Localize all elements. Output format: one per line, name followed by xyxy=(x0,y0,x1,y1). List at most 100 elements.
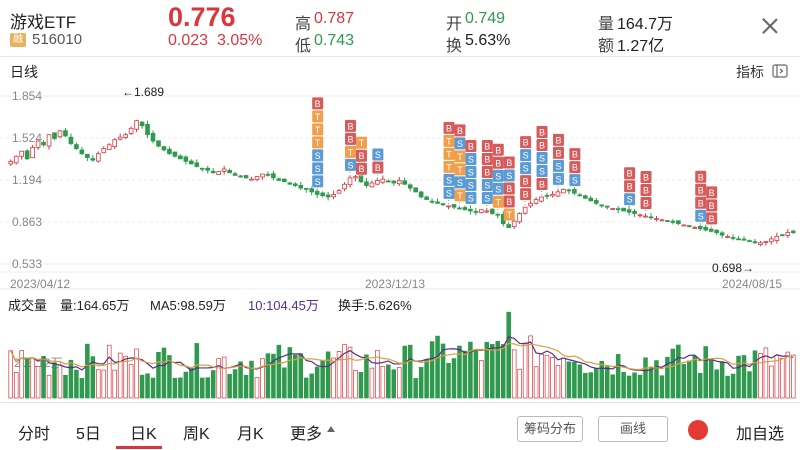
volume-bar xyxy=(189,367,194,399)
trade-marker-text: B xyxy=(375,163,381,173)
tab-weekly-k[interactable]: 周K xyxy=(183,426,210,443)
trade-marker-T xyxy=(454,189,466,202)
trade-marker-S xyxy=(465,165,477,178)
volume-bar xyxy=(440,343,446,399)
candle-body xyxy=(763,241,769,243)
candle-body xyxy=(13,155,19,164)
trade-marker-S xyxy=(443,186,455,199)
margin-badge: 融 xyxy=(10,33,26,47)
trade-marker-text: B xyxy=(555,148,561,158)
trade-marker-text: S xyxy=(457,139,463,149)
divider xyxy=(0,56,800,57)
trade-marker-text: B xyxy=(468,141,474,151)
volume-bar xyxy=(276,344,282,399)
candle-body xyxy=(243,175,249,179)
indicator-button[interactable]: 指标 xyxy=(736,64,764,80)
volume-bar xyxy=(687,360,692,399)
trade-marker-text: B xyxy=(506,158,512,168)
volume-bar xyxy=(511,349,517,399)
candle-body xyxy=(479,209,484,213)
trade-marker-text: B xyxy=(348,121,354,131)
trade-marker-T xyxy=(492,195,504,208)
high-label: 高 xyxy=(295,16,312,33)
trade-marker-B xyxy=(481,165,493,178)
trade-marker-B xyxy=(552,146,564,159)
trade-marker-text: S xyxy=(506,171,512,181)
chip-distribution-button[interactable]: 筹码分布 xyxy=(517,416,583,442)
draw-line-button[interactable]: 画线 xyxy=(598,416,668,442)
tab-5day[interactable]: 5日 xyxy=(76,426,101,443)
volume-bar xyxy=(128,364,134,399)
candle-body xyxy=(676,220,681,225)
trade-marker-B xyxy=(695,183,707,196)
candle-body xyxy=(769,238,774,243)
volume-bar xyxy=(659,375,665,399)
candle-body xyxy=(435,201,440,204)
trade-marker-S xyxy=(492,169,504,182)
add-watchlist-button[interactable]: 加自选 xyxy=(736,426,785,443)
trade-marker-text: S xyxy=(539,153,545,163)
tab-monthly-k[interactable]: 月K xyxy=(237,426,264,443)
volume-bar xyxy=(637,374,643,399)
volume-bar xyxy=(227,373,232,399)
candle-body xyxy=(298,184,304,189)
candle-body xyxy=(353,176,358,179)
trade-marker-B xyxy=(454,124,466,137)
volume-bar xyxy=(101,369,107,399)
candle-body xyxy=(8,160,14,165)
trade-marker-B xyxy=(481,139,493,152)
candle-body xyxy=(221,168,227,172)
trade-marker-text: S xyxy=(457,178,463,188)
trade-marker-B xyxy=(624,167,636,180)
trade-marker-B xyxy=(465,139,477,152)
low-label: 低 xyxy=(295,38,312,55)
candle-body xyxy=(386,180,391,183)
volume-bar xyxy=(479,359,484,399)
trade-marker-text: S xyxy=(446,188,452,198)
volume-bar xyxy=(41,356,46,399)
candle-body xyxy=(719,232,725,236)
trade-marker-text: T xyxy=(446,136,452,146)
trade-marker-text: B xyxy=(506,197,512,207)
trade-marker-text: B xyxy=(446,123,452,133)
volume-bar xyxy=(730,373,736,399)
volume-bar xyxy=(533,366,539,399)
candle-body xyxy=(703,226,709,231)
trade-marker-B xyxy=(443,121,455,134)
volume-bar xyxy=(468,341,473,399)
candle-body xyxy=(52,132,57,139)
turnover-value: 5.63% xyxy=(465,32,511,49)
volume-bar xyxy=(106,344,112,399)
volume-ma-lines xyxy=(10,336,794,372)
candle-body xyxy=(637,214,643,217)
candle-body xyxy=(736,238,741,241)
volume-bar xyxy=(697,373,703,399)
trade-marker-S xyxy=(624,193,636,206)
volume-bar xyxy=(293,354,298,399)
max-price-label: ←1.689 xyxy=(122,85,164,99)
trade-marker-text: T xyxy=(457,165,463,175)
volume-bar xyxy=(342,344,347,399)
trade-marker-text: S xyxy=(523,151,529,161)
candle-body xyxy=(85,153,90,158)
record-dot-icon[interactable] xyxy=(688,420,708,440)
trade-marker-text: S xyxy=(468,154,474,164)
kline-chart[interactable]: SSSTTTBSTBBBBTBSSSTTTBTSTTSBSSSSBSSBBBTS… xyxy=(0,84,800,400)
candle-body xyxy=(544,194,550,197)
candle-body xyxy=(517,213,522,223)
candle-body xyxy=(178,155,183,160)
trade-marker-text: B xyxy=(358,164,364,174)
indicator-menu-icon[interactable] xyxy=(772,64,788,78)
tab-intraday[interactable]: 分时 xyxy=(18,426,51,443)
volume-bar xyxy=(446,363,451,399)
trade-marker-text: S xyxy=(315,151,321,161)
tab-daily-k[interactable]: 日K xyxy=(130,426,157,443)
trade-marker-text: T xyxy=(315,125,321,135)
close-icon[interactable] xyxy=(760,16,780,36)
tab-more[interactable]: 更多 xyxy=(290,426,323,443)
candle-body xyxy=(451,204,457,208)
trade-marker-S xyxy=(536,164,548,177)
trade-marker-S xyxy=(492,182,504,195)
volume-bar xyxy=(35,366,41,399)
trade-marker-text: S xyxy=(484,180,490,190)
